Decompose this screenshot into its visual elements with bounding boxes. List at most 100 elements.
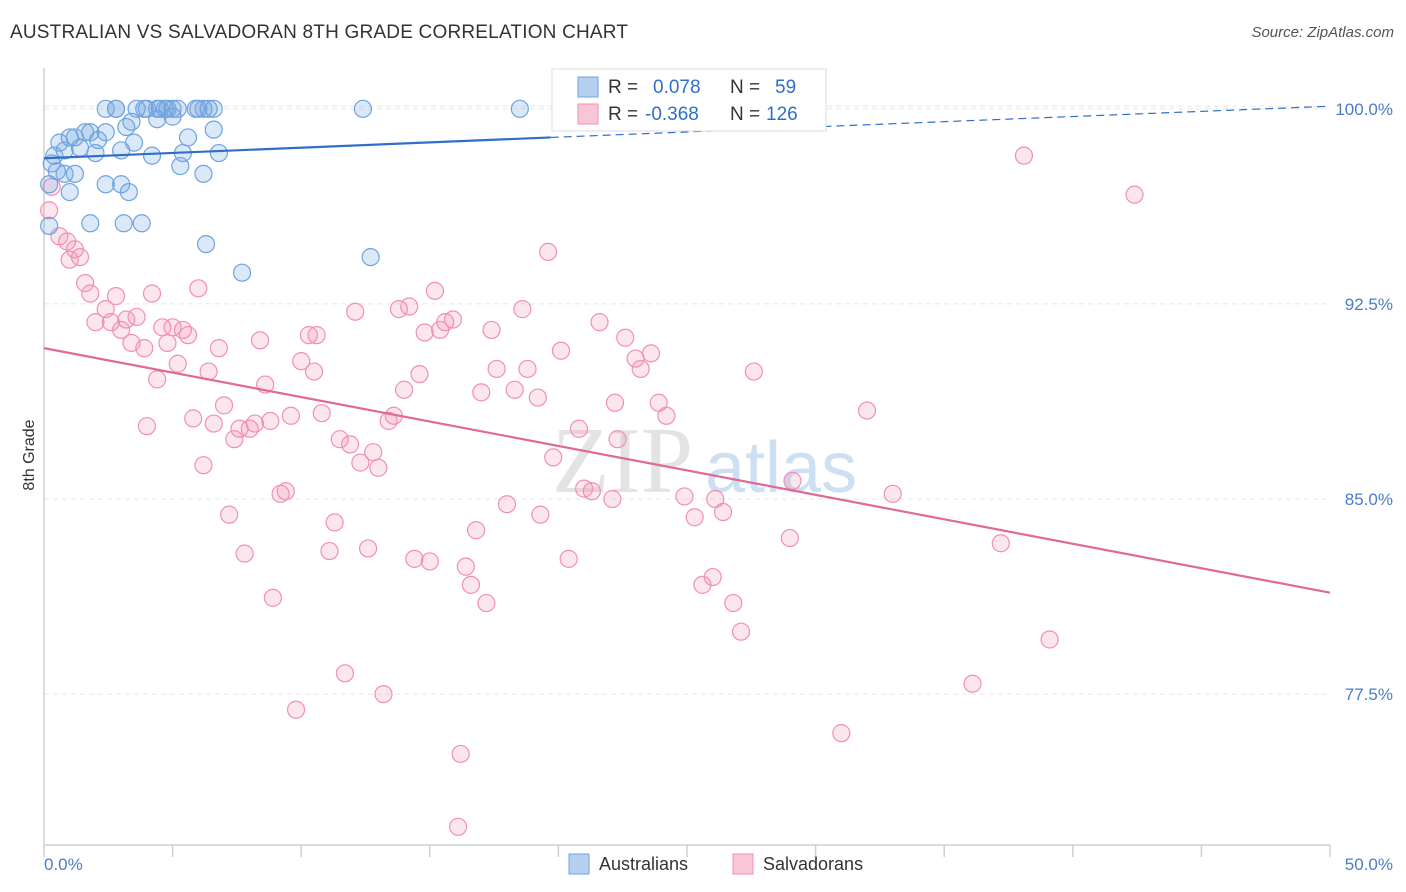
axes (43, 68, 1330, 846)
australians-point (178, 128, 198, 147)
salvadorans-point (539, 242, 558, 261)
salvadorans-point (451, 744, 470, 764)
salvadorans-point (1014, 146, 1034, 165)
salvadorans-point (168, 354, 187, 373)
salvadorans-point (466, 521, 486, 540)
salvadorans-point (551, 341, 571, 360)
salvadorans-point (528, 388, 547, 407)
salvadorans-point (127, 307, 146, 327)
salvadorans-point (505, 380, 524, 399)
salvadorans-point (173, 320, 192, 340)
salvadorans-point (325, 513, 344, 532)
salvadorans-point (184, 409, 203, 428)
australians-trend-line (43, 136, 551, 160)
salvadorans-point (220, 505, 239, 524)
salvadorans-point (340, 435, 360, 454)
australians-point (209, 143, 228, 163)
salvadorans-point (142, 284, 162, 303)
chart-title: AUSTRALIAN VS SALVADORAN 8TH GRADE CORRE… (10, 22, 629, 43)
australians-point (70, 138, 90, 157)
australians-point (114, 214, 133, 233)
salvadorans-point (443, 310, 463, 329)
salvadorans-point (713, 502, 733, 522)
australians-point (142, 146, 162, 165)
australians-point (119, 182, 138, 202)
salvadorans-point (544, 448, 563, 467)
australians-point (40, 216, 59, 235)
salvadorans-point (81, 284, 100, 303)
watermark-zip: ZIP (552, 409, 693, 513)
bottom-legend-australians: Australians (599, 854, 688, 874)
salvadorans-point (58, 232, 77, 251)
australians-point (88, 130, 108, 150)
watermark-atlas: atlas (705, 428, 857, 508)
salvadorans-point (448, 817, 468, 836)
australians-point (196, 234, 216, 254)
legend-r-label-2: R = (608, 104, 638, 125)
bottom-legend: Australians Salvadorans (568, 853, 863, 875)
salvadorans-point (225, 430, 244, 449)
y-tick-label: 77.5% (1345, 685, 1393, 704)
salvadorans-point (346, 302, 365, 321)
salvadorans-point (603, 489, 622, 509)
x-tick-label-start: 0.0% (44, 855, 83, 874)
salvadorans-point (281, 406, 301, 425)
salvadorans-point (472, 383, 491, 402)
legend-swatch-australians (577, 76, 599, 98)
bottom-legend-swatch-australians (568, 853, 590, 875)
salvadorans-point (963, 674, 982, 693)
salvadorans-point (1125, 185, 1144, 204)
salvadorans-point (214, 396, 234, 415)
salvadorans-point (657, 406, 676, 425)
bottom-legend-salvadorans: Salvadorans (763, 854, 863, 874)
salvadorans-point (312, 404, 331, 423)
salvadorans-point (559, 549, 578, 568)
salvadorans-point (271, 484, 290, 503)
australians-point (163, 99, 182, 118)
australians-point (65, 164, 84, 183)
tick-labels: 77.5% 85.0% 92.5% 100.0% 0.0% 50.0% (44, 100, 1393, 874)
legend-n-label-2: N = (730, 104, 760, 125)
salvadorans-point (163, 318, 182, 337)
salvadorans-point (189, 279, 208, 298)
legend-r-value-2: -0.368 (645, 104, 699, 125)
y-tick-label: 85.0% (1345, 490, 1393, 509)
salvadorans-point (70, 247, 90, 267)
salvadorans-point (631, 359, 650, 379)
australians-point (127, 99, 146, 118)
salvadorans-point (477, 593, 496, 613)
legend-n-label-1: N = (730, 77, 760, 98)
salvadorans-point (304, 362, 324, 381)
australians-point (124, 133, 144, 152)
legend-n-value-2: 126 (766, 104, 798, 125)
salvadorans-point (204, 414, 223, 433)
australians-point (55, 164, 74, 183)
salvadorans-point (307, 326, 326, 345)
salvadorans-point (780, 528, 799, 548)
watermark: ZIP atlas (552, 409, 857, 513)
salvadorans-point (76, 274, 95, 293)
salvadorans-point (158, 333, 177, 353)
australians-point (199, 99, 218, 118)
bottom-legend-swatch-salvadorans (732, 853, 754, 875)
salvadorans-point (299, 326, 319, 345)
salvadorans-point (482, 320, 501, 340)
australians-point (189, 99, 208, 118)
salvadorans-point (148, 370, 167, 389)
salvadorans-point (616, 328, 635, 347)
salvadorans-point (369, 458, 388, 477)
australians-point (96, 175, 115, 194)
australians-point (510, 99, 529, 118)
legend-r-value-1: 0.078 (653, 77, 701, 98)
salvadorans-point (263, 588, 283, 607)
salvadorans-point (415, 323, 434, 342)
legend-swatch-salvadorans (577, 103, 599, 125)
salvadorans-point (991, 534, 1010, 553)
australians-point (194, 99, 213, 118)
stats-legend: R = 0.078 N = 59 R = -0.368 N = 126 (551, 68, 827, 132)
salvadorans-point (235, 544, 254, 563)
salvadorans-point (389, 300, 409, 319)
salvadorans-point (420, 552, 439, 571)
salvadorans-point (641, 344, 661, 363)
